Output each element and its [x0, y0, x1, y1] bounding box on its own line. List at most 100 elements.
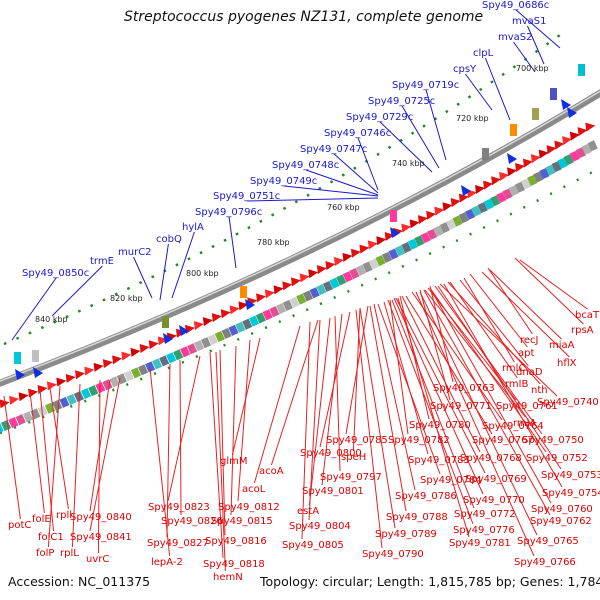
- gene-feature: [550, 88, 557, 100]
- gene-block: [533, 171, 544, 183]
- lower-gene-label: Spy49_0768: [460, 453, 522, 464]
- kbp-label: 820 kbp: [110, 294, 143, 303]
- upper-gene-leader: [401, 105, 440, 169]
- lower-gene-label: Spy49_0818: [203, 559, 265, 570]
- lower-gene-leader: [308, 317, 331, 506]
- gene-arrow: [9, 395, 20, 405]
- lower-gene-label: bcaT: [575, 310, 600, 321]
- gene-block: [433, 225, 444, 237]
- gene-arrow: [84, 366, 95, 376]
- lower-gene-leader: [301, 321, 311, 540]
- gene-block: [557, 157, 568, 169]
- lower-gene-leader: [423, 289, 551, 516]
- lower-gene-leader: [487, 267, 533, 335]
- gene-block: [483, 198, 494, 210]
- lower-gene-label: Spy49_0776: [453, 525, 515, 536]
- lower-gene-leader: [29, 391, 45, 514]
- gene-arrow: [401, 223, 412, 233]
- lower-gene-label: Spy49_0762: [530, 516, 592, 527]
- lower-gene-leader: [89, 377, 121, 532]
- upper-gene-leader: [527, 25, 545, 65]
- lower-gene-leader: [469, 273, 528, 348]
- gene-feature: [32, 350, 39, 362]
- gene-block: [514, 181, 525, 193]
- lower-gene-leader: [3, 395, 21, 520]
- gene-arrow-forward: [33, 367, 43, 378]
- lower-gene-label: Spy49_0804: [289, 521, 351, 532]
- lower-gene-leader: [429, 287, 552, 504]
- gene-block: [362, 261, 373, 273]
- lower-gene-leader: [253, 325, 301, 484]
- lower-gene-label: Spy49_0840: [70, 512, 132, 523]
- gene-arrow: [376, 236, 387, 246]
- gene-block: [394, 245, 406, 257]
- upper-gene-leader: [305, 169, 379, 196]
- lower-gene-leader: [389, 299, 409, 435]
- lower-gene-leader: [179, 359, 182, 516]
- gene-feature: [510, 124, 517, 136]
- lower-gene-leader: [47, 385, 61, 548]
- gene-block: [207, 334, 218, 346]
- lower-gene-leader: [219, 349, 226, 536]
- lower-gene-label: rmlC: [502, 363, 525, 374]
- lower-gene-leader: [437, 285, 562, 470]
- lower-gene-leaders: [3, 257, 588, 572]
- gene-block: [587, 140, 598, 152]
- upper-gene-label: Spy49_0751c: [213, 191, 280, 202]
- lower-gene-leader: [352, 307, 361, 452]
- lower-gene-label: Spy49_0812: [218, 502, 280, 513]
- lower-gene-label: folE: [32, 514, 51, 525]
- lower-gene-leader: [401, 295, 481, 453]
- lower-gene-leader: [439, 283, 558, 397]
- gene-arrow: [112, 355, 123, 365]
- gene-block: [329, 277, 340, 289]
- gene-arrow: [458, 193, 469, 203]
- lower-gene-leader: [489, 269, 562, 340]
- gene-arrow: [585, 122, 596, 132]
- lower-gene-leader: [166, 363, 171, 538]
- gene-arrow: [273, 285, 284, 295]
- lower-gene-leader: [411, 291, 503, 421]
- gene-arrow: [202, 317, 213, 327]
- gene-arrow: [130, 347, 141, 357]
- gene-block: [81, 388, 92, 400]
- gene-block: [214, 330, 225, 343]
- upper-gene-label: Spy49_0850c: [22, 268, 89, 279]
- gene-arrow-forward: [163, 333, 173, 344]
- gene-arrow: [316, 265, 327, 275]
- gene-arrow-forward: [15, 369, 25, 380]
- kbp-label: 800 kbp: [186, 269, 219, 278]
- gene-block: [439, 222, 450, 234]
- lower-gene-label: lepA-2: [151, 557, 183, 568]
- gene-arrow-forward: [507, 153, 517, 164]
- upper-gene-leader: [247, 197, 379, 202]
- gene-block: [52, 399, 63, 411]
- gene-block: [59, 396, 70, 408]
- gene-features: [0, 64, 598, 434]
- gene-block: [401, 242, 412, 254]
- lower-gene-label: Spy49_0815: [211, 516, 273, 527]
- gene-arrow: [450, 197, 461, 207]
- gene-block: [138, 364, 149, 376]
- lower-gene-label: Spy49_0790: [362, 549, 424, 560]
- upper-gene-label: trmE: [90, 256, 114, 267]
- gene-block: [502, 188, 513, 200]
- lower-gene-label: Spy49_0754: [542, 488, 600, 499]
- lower-gene-label: recJ: [520, 335, 539, 346]
- gene-arrow-forward: [461, 185, 471, 196]
- upper-gene-leader: [379, 121, 433, 173]
- gene-arrow: [538, 149, 549, 159]
- lower-gene-leader: [359, 307, 396, 529]
- gene-block: [221, 327, 232, 339]
- gene-arrow: [28, 388, 39, 398]
- lower-gene-leader: [49, 387, 69, 510]
- upper-gene-leader: [133, 256, 153, 299]
- gene-block: [173, 349, 184, 361]
- gene-block: [427, 228, 438, 240]
- lower-gene-leader: [355, 309, 383, 549]
- lower-gene-leader: [393, 297, 484, 495]
- lower-gene-leader: [443, 283, 563, 488]
- gene-block: [490, 195, 501, 207]
- gene-arrow: [93, 362, 104, 372]
- upper-gene-label: Spy49_0719c: [392, 80, 459, 91]
